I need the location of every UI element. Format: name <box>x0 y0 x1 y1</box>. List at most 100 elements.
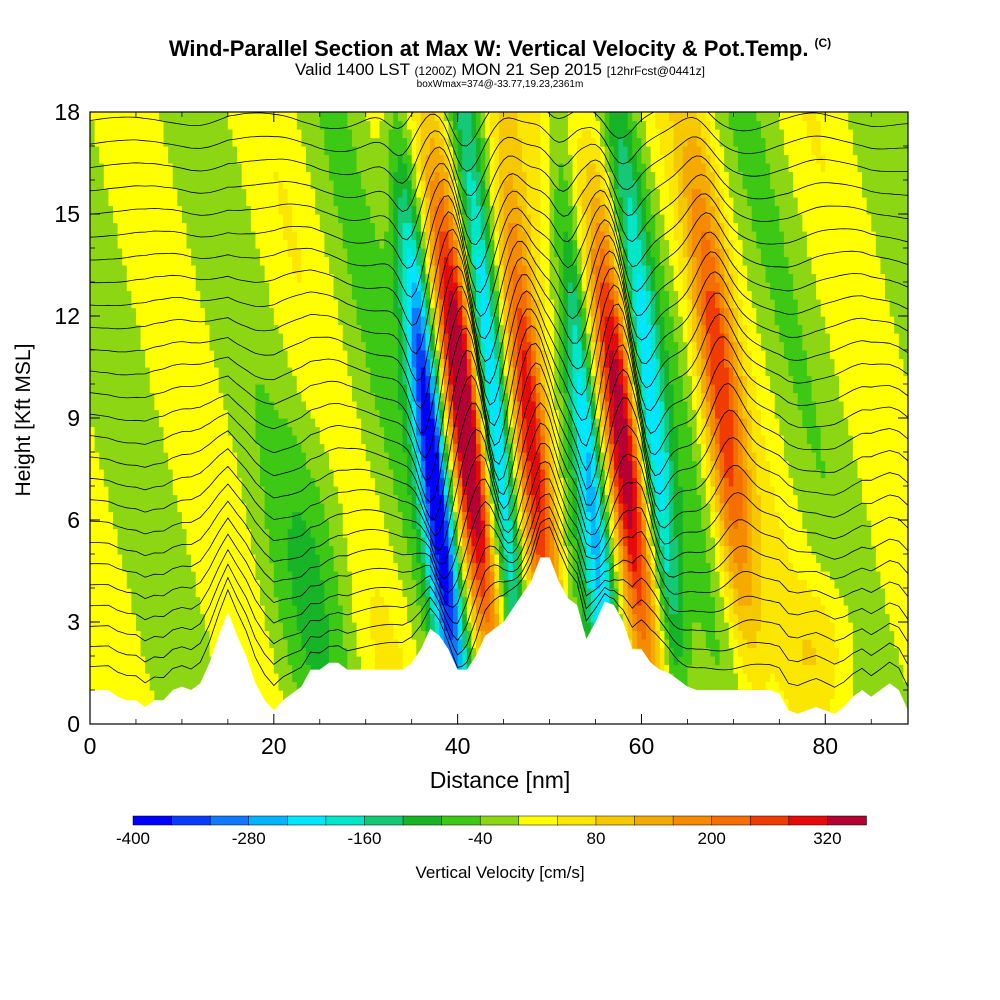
velocity-cell <box>310 188 316 198</box>
velocity-cell <box>250 588 257 598</box>
velocity-cell <box>273 528 280 538</box>
velocity-cell <box>232 494 238 504</box>
velocity-cell <box>90 214 96 224</box>
velocity-cell <box>379 384 385 394</box>
velocity-cell <box>149 384 155 394</box>
velocity-cell <box>108 639 114 649</box>
velocity-cell <box>260 486 266 496</box>
velocity-cell <box>158 486 165 496</box>
velocity-cell <box>90 452 96 462</box>
velocity-cell <box>370 358 376 368</box>
velocity-cell <box>365 520 371 530</box>
velocity-cell <box>168 647 174 657</box>
velocity-cell <box>168 409 174 419</box>
velocity-cell <box>103 307 109 317</box>
velocity-cell <box>209 647 215 657</box>
velocity-cell <box>223 112 229 122</box>
velocity-cell <box>237 630 243 640</box>
velocity-cell <box>172 477 178 487</box>
velocity-cell <box>351 197 358 207</box>
velocity-cell <box>388 656 394 666</box>
velocity-cell <box>351 426 358 436</box>
velocity-cell <box>117 171 123 181</box>
velocity-cell <box>172 197 178 207</box>
velocity-cell <box>195 367 201 377</box>
velocity-cell <box>172 426 178 436</box>
velocity-cell <box>356 231 362 241</box>
velocity-cell <box>287 486 293 496</box>
velocity-cell <box>223 426 229 436</box>
velocity-cell <box>365 188 371 198</box>
velocity-cell <box>126 477 132 487</box>
velocity-cell <box>388 137 394 147</box>
velocity-cell <box>227 418 234 428</box>
velocity-cell <box>246 137 252 147</box>
velocity-cell <box>131 256 137 266</box>
velocity-cell <box>328 401 335 411</box>
velocity-cell <box>218 469 224 479</box>
velocity-cell <box>108 579 114 589</box>
velocity-cell <box>361 477 367 487</box>
velocity-cell <box>292 460 298 470</box>
velocity-cell <box>218 367 224 377</box>
velocity-cell <box>158 248 165 258</box>
velocity-cell <box>374 486 381 496</box>
velocity-cell <box>140 214 146 224</box>
velocity-cell <box>223 486 229 496</box>
velocity-cell <box>397 384 404 394</box>
velocity-cell <box>108 375 114 385</box>
velocity-cell <box>154 367 160 377</box>
velocity-cell <box>126 129 132 139</box>
velocity-cell <box>172 639 178 649</box>
velocity-cell <box>278 180 284 190</box>
velocity-cell <box>177 452 183 462</box>
velocity-cell <box>112 129 119 139</box>
velocity-cell <box>154 486 160 496</box>
velocity-cell <box>273 350 280 360</box>
velocity-cell <box>223 596 229 606</box>
velocity-cell <box>191 622 197 632</box>
velocity-cell <box>402 256 408 266</box>
velocity-cell <box>384 477 390 487</box>
velocity-cell <box>342 120 348 130</box>
velocity-cell <box>154 248 160 258</box>
velocity-cell <box>283 511 289 521</box>
velocity-cell <box>117 537 123 547</box>
velocity-cell <box>255 188 261 198</box>
velocity-cell <box>287 367 293 377</box>
velocity-cell <box>145 375 151 385</box>
velocity-cell <box>260 630 266 640</box>
velocity-cell <box>273 596 280 606</box>
velocity-cell <box>379 180 385 190</box>
velocity-cell <box>241 401 247 411</box>
velocity-cell <box>177 469 183 479</box>
velocity-cell <box>397 647 404 657</box>
velocity-cell <box>227 239 234 249</box>
velocity-cell <box>296 418 302 428</box>
velocity-cell <box>269 520 275 530</box>
velocity-cell <box>177 316 183 326</box>
velocity-cell <box>255 222 261 232</box>
velocity-cell <box>388 460 394 470</box>
velocity-cell <box>356 205 362 215</box>
velocity-cell <box>324 545 330 555</box>
velocity-cell <box>301 630 307 640</box>
velocity-cell <box>172 673 178 683</box>
velocity-cell <box>163 537 169 547</box>
velocity-cell <box>145 698 151 708</box>
velocity-cell <box>103 392 109 402</box>
velocity-cell <box>361 486 367 496</box>
velocity-cell <box>292 188 298 198</box>
velocity-cell <box>200 299 206 309</box>
velocity-cell <box>191 239 197 249</box>
velocity-cell <box>200 137 206 147</box>
velocity-cell <box>94 630 100 640</box>
velocity-cell <box>200 367 206 377</box>
velocity-cell <box>195 214 201 224</box>
velocity-cell <box>117 443 123 453</box>
velocity-cell <box>301 613 307 623</box>
velocity-cell <box>112 180 119 190</box>
velocity-cell <box>218 239 224 249</box>
velocity-cell <box>351 537 358 547</box>
velocity-cell <box>301 239 307 249</box>
